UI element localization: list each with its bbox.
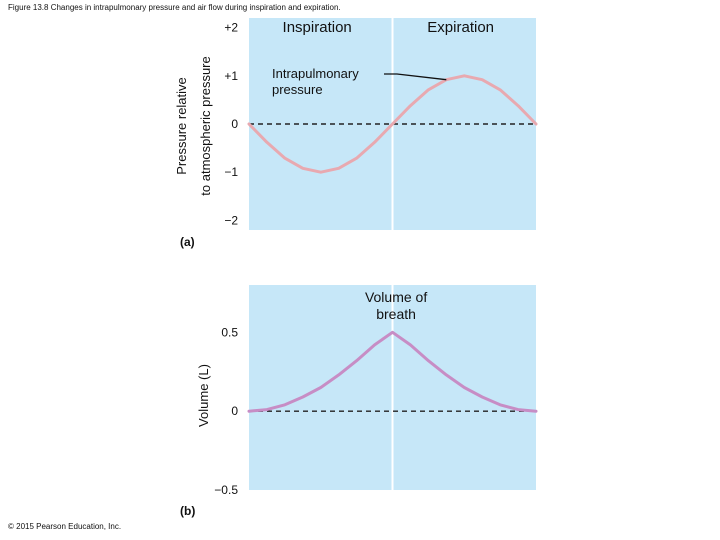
- panel-a-series-name: pressure: [272, 82, 323, 97]
- panel-b-series-line: [247, 330, 538, 413]
- copyright-notice: © 2015 Pearson Education, Inc.: [8, 522, 122, 531]
- panel-b-ytick-label: 0: [231, 404, 238, 418]
- panel-a-ytick-label: +2: [224, 21, 238, 35]
- panel-a-ytick-label: −2: [224, 213, 238, 227]
- panel-a-phase-label-inspiration: Inspiration: [283, 19, 352, 36]
- panel-a-ytick-label: +1: [224, 69, 238, 83]
- panel-a-ytick-label: 0: [231, 117, 238, 131]
- panel-a-series-leader: [384, 73, 447, 81]
- panel-b-series-name: breath: [376, 306, 416, 322]
- panel-a-series-line: [247, 74, 538, 174]
- panel-a-ytick-label: −1: [224, 165, 238, 179]
- panel-b-series-name: Volume of: [365, 289, 427, 305]
- panel-a-phase-label-expiration: Expiration: [427, 19, 494, 36]
- panel-b-ytick-label: −0.5: [214, 483, 238, 497]
- panel-b-ylabel: Volume (L): [196, 364, 211, 427]
- panel-a-label: (a): [180, 235, 195, 249]
- panel-b-label: (b): [180, 504, 195, 518]
- panel-a-series-name: Intrapulmonary: [272, 66, 359, 81]
- figure-caption: Figure 13.8 Changes in intrapulmonary pr…: [8, 3, 341, 12]
- panel-b-ytick-label: 0.5: [221, 325, 238, 339]
- panel-a-ylabel: to atmospheric pressure: [198, 56, 213, 195]
- panel-a-ylabel: Pressure relative: [174, 77, 189, 175]
